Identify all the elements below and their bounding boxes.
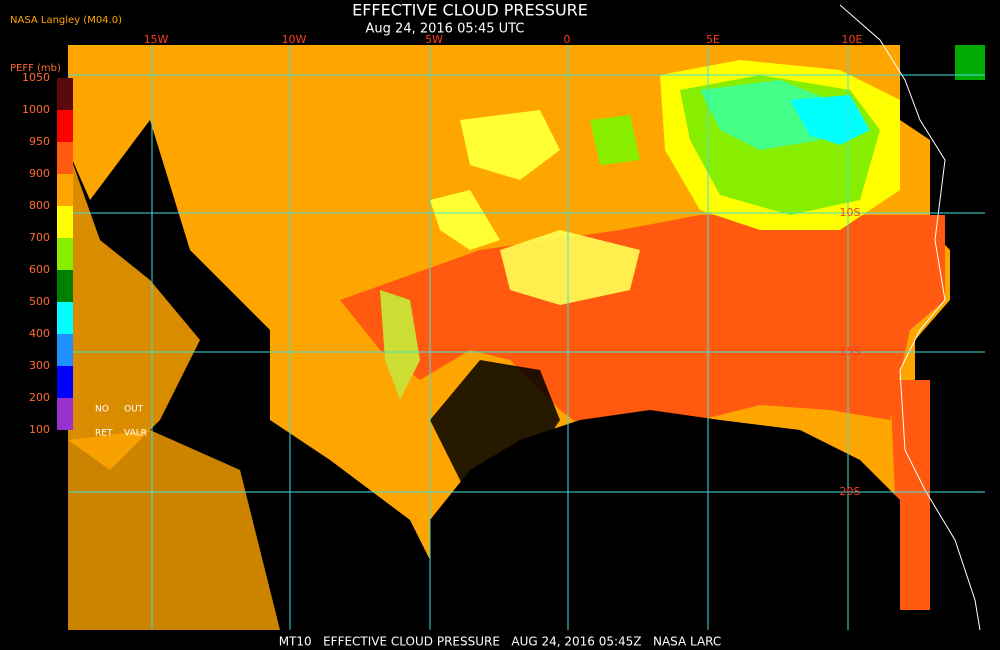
no-data-label: OUT	[124, 405, 144, 415]
legend-swatch	[57, 302, 73, 334]
mid-cloud-region	[340, 215, 945, 440]
broken-cloud-west	[68, 150, 200, 470]
land-cloud	[955, 45, 985, 80]
legend-tick-label: 700	[29, 231, 50, 244]
latitude-label: 15S	[840, 345, 861, 358]
title: EFFECTIVE CLOUD PRESSURE	[352, 1, 588, 20]
longitude-label: 15W	[144, 33, 169, 46]
latitude-label: 20S	[840, 485, 861, 498]
legend-swatch	[57, 366, 73, 398]
yellow-patch-2	[460, 110, 560, 180]
longitude-label: 10W	[282, 33, 307, 46]
legend-swatch	[57, 142, 73, 174]
yellow-patch-3	[500, 230, 640, 305]
footer: MT10 EFFECTIVE CLOUD PRESSURE AUG 24, 20…	[279, 635, 722, 649]
legend-tick-label: 100	[29, 423, 50, 436]
subtitle: Aug 24, 2016 05:45 UTC	[366, 22, 525, 37]
green-patch	[590, 115, 640, 165]
legend-swatch	[57, 334, 73, 366]
legend-tick-label: 300	[29, 359, 50, 372]
legend-tick-label: 950	[29, 135, 50, 148]
legend-swatch	[57, 270, 73, 302]
legend-tick-label: 500	[29, 295, 50, 308]
longitude-label: 0	[564, 33, 571, 46]
map-image	[68, 4, 985, 631]
legend-swatch	[57, 206, 73, 238]
no-data-label: NO	[95, 405, 109, 415]
legend-tick-label: 600	[29, 263, 50, 276]
legend-swatch	[57, 110, 73, 142]
legend-swatch	[57, 78, 73, 110]
legend-tick-label: 900	[29, 167, 50, 180]
legend-swatch	[57, 398, 73, 430]
legend-tick-label: 200	[29, 391, 50, 404]
legend-swatch	[57, 174, 73, 206]
legend-tick-label: 1050	[22, 71, 50, 84]
broken-cloud-southwest	[68, 430, 280, 630]
clear-patch	[430, 360, 560, 500]
land-strip	[935, 45, 985, 630]
very-high-cloud	[790, 95, 870, 145]
source-label: NASA Langley (M04.0)	[10, 15, 122, 26]
no-data-label: VALR	[124, 429, 147, 439]
high-cloud-lightgreen	[700, 80, 830, 150]
legend-tick-label: 1000	[22, 103, 50, 116]
graticule	[68, 45, 985, 630]
yellow-green-patch	[380, 290, 420, 400]
longitude-label: 10E	[842, 33, 863, 46]
longitude-label: 5E	[706, 33, 720, 46]
legend-swatch	[57, 238, 73, 270]
yellow-patch-1	[430, 190, 500, 250]
legend-tick-label: 400	[29, 327, 50, 340]
no-data-label: RET	[95, 429, 113, 439]
legend-title: PEFF (mb)	[10, 63, 61, 74]
legend-tick-label: 800	[29, 199, 50, 212]
clear-ocean	[430, 410, 900, 630]
longitude-label: 5W	[425, 33, 443, 46]
latitude-label: 10S	[840, 206, 861, 219]
coastline	[839, 4, 981, 631]
